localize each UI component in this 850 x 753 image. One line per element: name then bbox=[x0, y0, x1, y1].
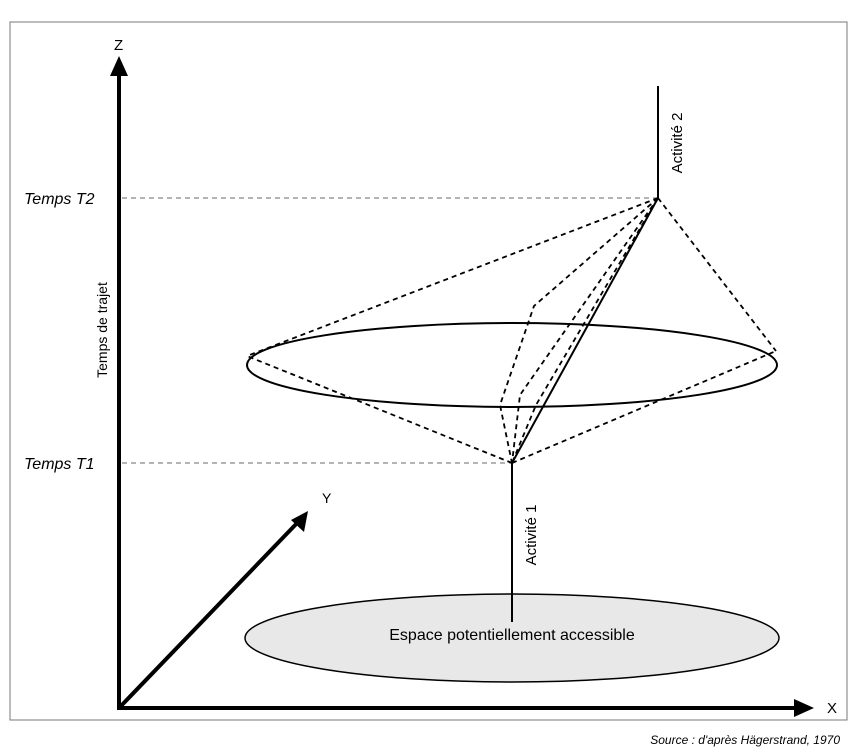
prism-boundary-lines bbox=[246, 197, 777, 464]
source-caption: Source : d'après Hägerstrand, 1970 bbox=[650, 733, 840, 747]
activity2-label: Activité 2 bbox=[669, 113, 686, 174]
accessible-space-label: Espace potentiellement accessible bbox=[389, 627, 635, 644]
x-axis-label: X bbox=[827, 700, 837, 717]
z-axis-arrowhead bbox=[110, 56, 128, 76]
time-t2-label: Temps T2 bbox=[24, 191, 95, 208]
top-cutoff bbox=[0, 0, 850, 20]
time-t1-label: Temps T1 bbox=[24, 456, 95, 473]
y-axis-arrowhead bbox=[291, 511, 308, 532]
prism-cross-section-ellipse bbox=[246, 322, 778, 408]
diagram-frame bbox=[9, 21, 848, 721]
activity1-label: Activité 1 bbox=[523, 505, 540, 566]
x-axis-arrowhead bbox=[794, 699, 814, 717]
z-axis-label: Z bbox=[114, 37, 123, 54]
travel-path bbox=[511, 197, 659, 464]
travel-time-axis-label: Temps de trajet bbox=[94, 282, 110, 378]
y-axis bbox=[117, 518, 302, 710]
y-axis-label: Y bbox=[322, 490, 332, 506]
